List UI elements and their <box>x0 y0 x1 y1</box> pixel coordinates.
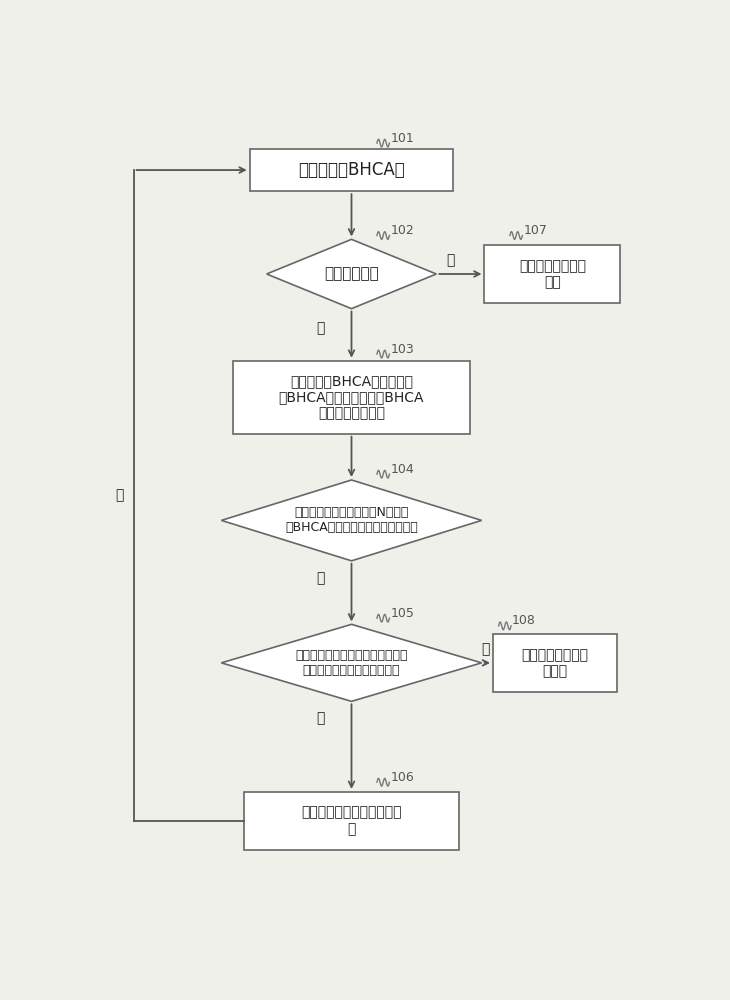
FancyBboxPatch shape <box>250 149 453 191</box>
Text: 是: 是 <box>316 321 325 335</box>
Text: 是否非高峰期: 是否非高峰期 <box>324 266 379 282</box>
Text: 是: 是 <box>316 571 325 585</box>
Text: 108: 108 <box>512 614 536 627</box>
FancyBboxPatch shape <box>233 361 470 434</box>
Polygon shape <box>221 624 482 701</box>
Text: 是: 是 <box>481 642 489 656</box>
Text: 保持各单板模组状
态不变: 保持各单板模组状 态不变 <box>522 648 588 678</box>
Text: 104: 104 <box>391 463 415 476</box>
Text: 103: 103 <box>391 343 415 356</box>
Text: 选择关闭相应比例的单板模
组: 选择关闭相应比例的单板模 组 <box>301 806 402 836</box>
Text: 106: 106 <box>391 771 415 784</box>
Text: 周期性获取BHCA值: 周期性获取BHCA值 <box>298 161 405 179</box>
Text: 确定本周期BHCA值小于上周
期BHCA值，确定本周期BHCA
值所属的取值范围: 确定本周期BHCA值小于上周 期BHCA值，确定本周期BHCA 值所属的取值范围 <box>279 374 424 420</box>
Text: 否: 否 <box>115 488 123 502</box>
Text: 105: 105 <box>391 607 415 620</box>
Polygon shape <box>221 480 482 561</box>
FancyBboxPatch shape <box>485 245 620 303</box>
Text: 选择开启所有单板
模组: 选择开启所有单板 模组 <box>519 259 586 289</box>
Text: 本周期及本周期之前连续N个周期
的BHCA是否在同一设定取值范围内: 本周期及本周期之前连续N个周期 的BHCA是否在同一设定取值范围内 <box>285 506 418 534</box>
Polygon shape <box>266 239 437 309</box>
Text: 判断与所述设定取值范围对应的设
定比例的单板模组是否已关闭: 判断与所述设定取值范围对应的设 定比例的单板模组是否已关闭 <box>295 649 408 677</box>
FancyBboxPatch shape <box>493 634 618 692</box>
Text: 否: 否 <box>447 253 455 267</box>
Text: 否: 否 <box>316 711 325 725</box>
Text: 102: 102 <box>391 224 415 237</box>
Text: 101: 101 <box>391 132 415 145</box>
FancyBboxPatch shape <box>244 792 459 850</box>
Text: 107: 107 <box>523 224 548 237</box>
